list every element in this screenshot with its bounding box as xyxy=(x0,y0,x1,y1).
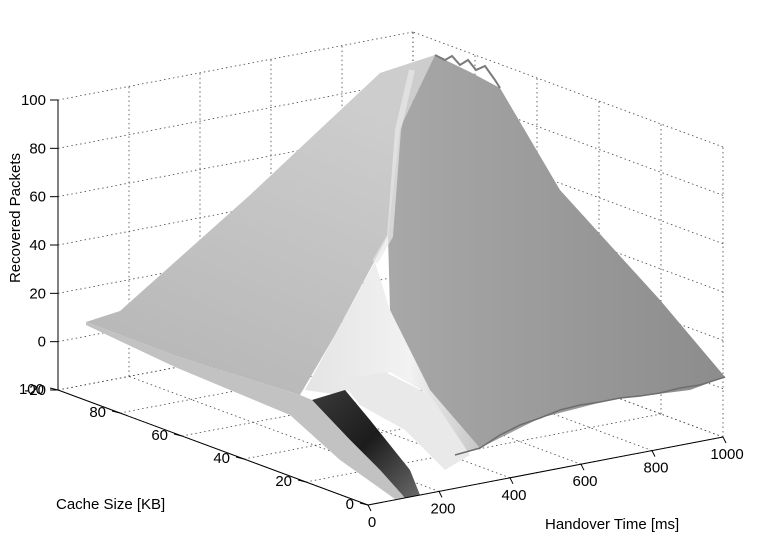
y-tick-label: 20 xyxy=(275,473,292,490)
grid-line xyxy=(305,413,662,483)
x-axis-label: Handover Time [ms] xyxy=(545,516,679,533)
x-tick-mark xyxy=(651,450,656,457)
z-tick-label: 20 xyxy=(29,285,46,302)
surface-lower-wall xyxy=(340,372,470,470)
surface-ridge xyxy=(372,69,415,264)
surface-right-edge xyxy=(454,376,726,456)
x-tick-label: 400 xyxy=(501,487,526,504)
z-axis-label: Recovered Packets xyxy=(7,153,24,283)
z-tick-label: 60 xyxy=(29,189,46,206)
y-tick-mark xyxy=(359,502,369,506)
y-tick-label: 60 xyxy=(151,427,168,444)
x-tick-mark xyxy=(722,436,727,444)
y-tick-label: 0 xyxy=(346,496,354,513)
grid-line xyxy=(57,128,414,198)
y-tick-mark xyxy=(173,433,183,437)
surface-left-face xyxy=(86,55,435,395)
y-tick-mark xyxy=(235,456,245,460)
x-tick-mark xyxy=(509,477,514,485)
tick-labels: 02004006008001000020406080100-2002040608… xyxy=(19,92,744,531)
y-tick-mark xyxy=(111,410,121,414)
x-axis-line xyxy=(367,436,724,506)
z-tick-label: 80 xyxy=(29,140,46,157)
x-tick-label: 0 xyxy=(368,514,376,531)
surface-right-face xyxy=(388,55,725,455)
y-tick-mark xyxy=(297,479,307,483)
z-tick-label: 0 xyxy=(38,334,46,351)
z-tick-label: 100 xyxy=(21,92,46,109)
x-tick-mark xyxy=(438,491,443,498)
surface-crest-ruffle xyxy=(434,54,501,89)
x-tick-mark xyxy=(580,463,585,471)
y-tick-label: 40 xyxy=(213,450,230,467)
grid-line xyxy=(57,79,414,149)
y-tick-label: 100 xyxy=(19,381,44,398)
y-axis-line xyxy=(57,389,369,506)
surface-valley xyxy=(312,390,420,498)
z-tick-label: 40 xyxy=(29,237,46,254)
x-tick-label: 600 xyxy=(572,473,597,490)
x-tick-label: 200 xyxy=(430,500,455,517)
x-tick-label: 1000 xyxy=(710,446,743,463)
axes xyxy=(49,99,727,512)
grid-line xyxy=(57,31,414,101)
y-axis-label: Cache Size [KB] xyxy=(56,496,165,513)
grid-line xyxy=(412,31,724,148)
surface-front-lip xyxy=(86,322,405,499)
z-tick-label: -20 xyxy=(24,382,46,399)
surface-plot xyxy=(86,54,726,499)
x-tick-mark xyxy=(367,504,372,512)
x-tick-label: 800 xyxy=(643,460,668,477)
y-tick-label: 80 xyxy=(89,404,106,421)
